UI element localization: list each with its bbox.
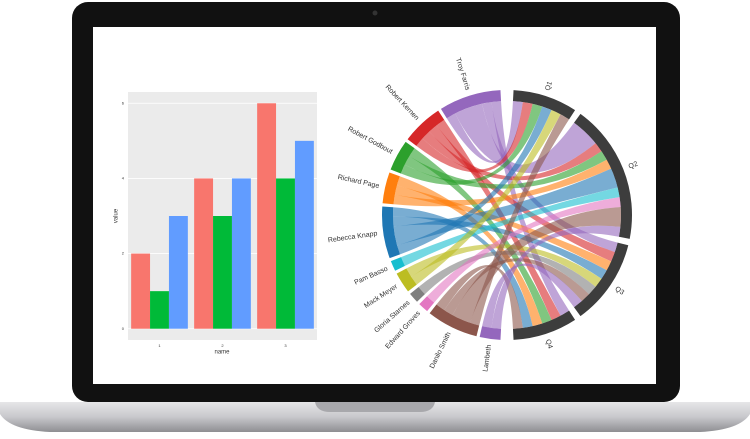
x-axis-title: name bbox=[214, 350, 230, 356]
group-arc bbox=[390, 141, 415, 174]
bar bbox=[194, 178, 214, 329]
y-tick-label: 6 bbox=[122, 100, 125, 105]
target-arc bbox=[574, 113, 632, 239]
bar bbox=[276, 178, 295, 329]
target-label: Q2 bbox=[628, 161, 639, 171]
target-arc bbox=[512, 310, 576, 340]
ribbon bbox=[404, 151, 607, 189]
ribbon bbox=[482, 263, 582, 328]
ribbon bbox=[452, 207, 621, 323]
bar bbox=[213, 216, 232, 329]
bar bbox=[168, 216, 188, 329]
ribbon bbox=[469, 114, 570, 326]
group-arc bbox=[382, 172, 400, 205]
ribbon bbox=[401, 187, 620, 266]
ribbon bbox=[393, 168, 618, 246]
ribbon bbox=[394, 185, 612, 271]
ribbon bbox=[444, 258, 590, 316]
y-tick-label: 4 bbox=[122, 175, 125, 180]
ribbon bbox=[406, 244, 602, 287]
group-arc bbox=[479, 326, 502, 340]
y-tick-label: 2 bbox=[122, 251, 125, 256]
ribbon bbox=[427, 197, 621, 303]
target-label: Q3 bbox=[613, 286, 625, 297]
ribbon bbox=[455, 103, 596, 173]
group-arc bbox=[390, 257, 405, 271]
ribbon bbox=[393, 216, 607, 279]
group-arc bbox=[429, 304, 480, 337]
y-tick-label: 0 bbox=[122, 326, 125, 331]
bar bbox=[150, 291, 169, 329]
bar bbox=[231, 178, 251, 329]
x-tick-label: 1 bbox=[158, 343, 161, 348]
bar bbox=[131, 253, 151, 329]
group-arc bbox=[440, 90, 502, 119]
group-arc bbox=[407, 110, 445, 146]
target-label: Q4 bbox=[544, 339, 554, 350]
bar bbox=[257, 103, 277, 329]
group-arc bbox=[382, 206, 400, 259]
ribbon bbox=[491, 101, 570, 316]
laptop-base bbox=[0, 402, 750, 432]
target-arc bbox=[512, 90, 576, 120]
notch bbox=[315, 402, 435, 412]
ribbon bbox=[400, 103, 543, 185]
ribbon bbox=[446, 101, 523, 163]
bar bbox=[294, 140, 314, 329]
ribbon bbox=[436, 119, 561, 320]
y-axis-title: value bbox=[114, 208, 120, 223]
target-arc bbox=[574, 242, 629, 317]
bar-chart: name value 0 2 4 6 1 2 3 bbox=[114, 92, 317, 356]
group-label: Lambeth bbox=[482, 344, 493, 372]
group-arc bbox=[396, 268, 417, 292]
ribbon bbox=[393, 207, 533, 328]
ribbon bbox=[409, 148, 552, 324]
group-arc bbox=[410, 286, 425, 302]
group-arc bbox=[419, 296, 435, 312]
camera bbox=[372, 10, 378, 16]
target-label: Q1 bbox=[544, 80, 554, 91]
ribbon bbox=[418, 250, 596, 295]
x-tick-label: 2 bbox=[221, 343, 224, 348]
ribbon bbox=[436, 264, 523, 329]
x-tick-label: 3 bbox=[284, 343, 287, 348]
ribbon bbox=[429, 125, 615, 262]
